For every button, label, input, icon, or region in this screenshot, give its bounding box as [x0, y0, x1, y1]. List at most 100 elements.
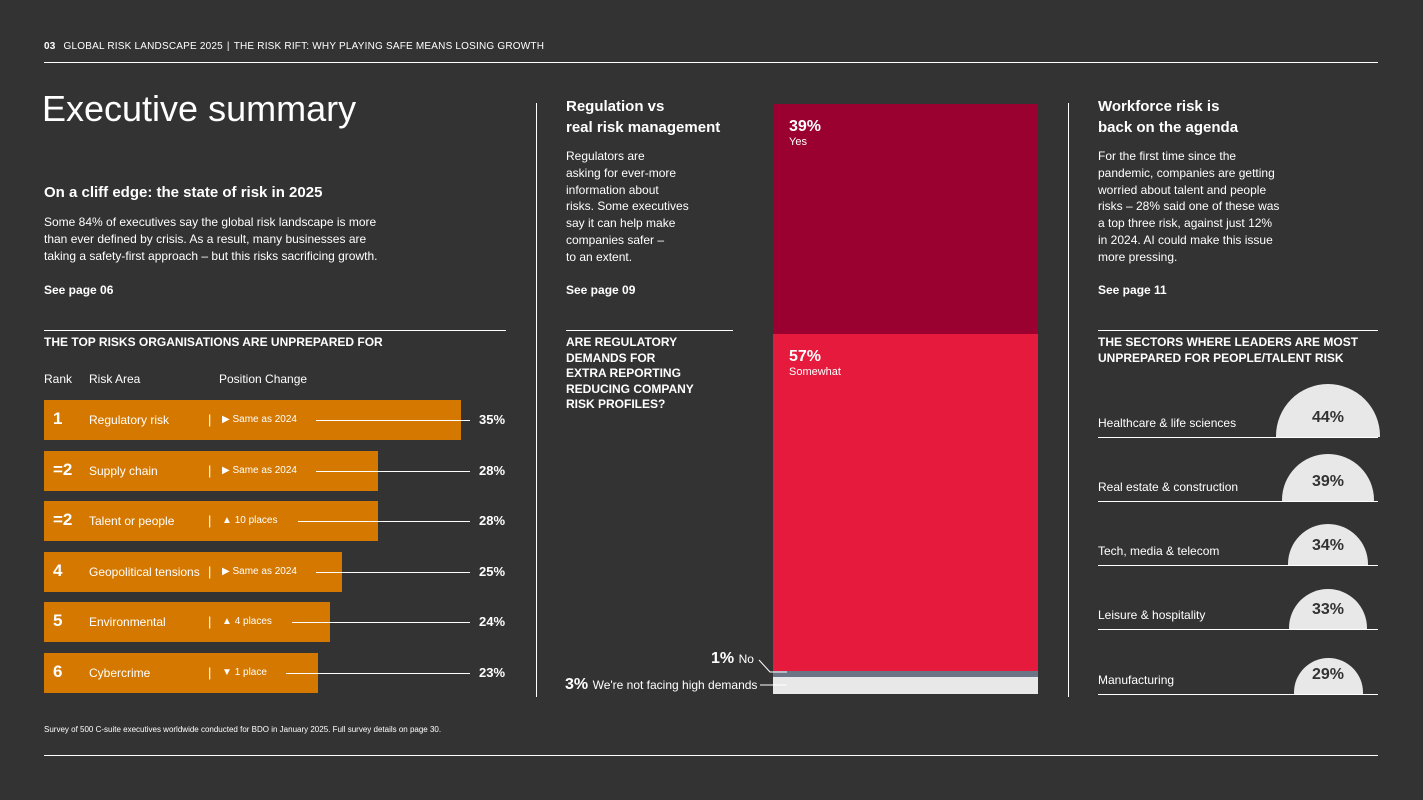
- page-title: Executive summary: [42, 88, 357, 129]
- risk-area: Supply chain: [89, 464, 158, 478]
- risk-pipe: |: [208, 412, 212, 427]
- workforce-body: For the first time since the pandemic, c…: [1098, 148, 1279, 266]
- risk-area: Environmental: [89, 615, 166, 629]
- sector-row: Manufacturing 29%: [1098, 635, 1378, 695]
- wf-body-line: risks – 28% said one of these was: [1098, 199, 1280, 214]
- page-header: 03 GLOBAL RISK LANDSCAPE 2025 | THE RISK RI…: [44, 41, 544, 52]
- question-line: ARE REGULATORY: [566, 335, 678, 349]
- question-line: RISK PROFILES?: [566, 397, 666, 411]
- regulation-body: Regulators are asking for ever-more info…: [566, 148, 689, 266]
- sector-row: Healthcare & life sciences 44%: [1098, 378, 1380, 438]
- risk-rank: =2: [53, 510, 73, 529]
- risk-pct: 28%: [479, 513, 506, 528]
- sector-name: Healthcare & life sciences: [1098, 416, 1237, 430]
- risk-bar: [44, 602, 330, 642]
- wf-body-line: worried about talent and people: [1098, 182, 1267, 197]
- stack-not-facing-callout: 3% We're not facing high demands: [565, 676, 757, 694]
- survey-footnote: Survey of 500 C-suite executives worldwi…: [44, 725, 442, 734]
- risk-leader-line: [286, 673, 470, 674]
- stack-no-pct: 1%: [711, 650, 735, 667]
- risk-leader-line: [316, 420, 470, 421]
- question-line: EXTRA REPORTING: [566, 366, 681, 380]
- risks-table-heading: THE TOP RISKS ORGANISATIONS ARE UNPREPAR…: [44, 335, 383, 349]
- change-arrow-icon: ▲: [222, 616, 232, 627]
- wf-body-line: in 2024. AI could make this issue: [1098, 232, 1273, 247]
- reg-body-line: asking for ever-more: [566, 165, 677, 180]
- see-page-11-link[interactable]: See page 11: [1098, 283, 1167, 297]
- sector-pct: 33%: [1311, 601, 1345, 618]
- section-body: Some 84% of executives say the global ri…: [44, 215, 378, 263]
- change-text: 10 places: [234, 515, 278, 526]
- regulation-heading: Regulation vs real risk management: [566, 96, 720, 138]
- sector-baseline: [1098, 437, 1378, 438]
- change-text: 4 places: [234, 616, 272, 627]
- change-text: 1 place: [234, 667, 267, 678]
- col-position-change: Position Change: [219, 372, 308, 386]
- risk-pct: 23%: [479, 665, 506, 680]
- risk-row: =2 Talent or people | ▲ 10 places 28%: [44, 501, 506, 541]
- report-title: GLOBAL RISK LANDSCAPE 2025: [63, 41, 223, 52]
- sector-dome: 29%: [1293, 658, 1363, 694]
- footer-rule: [44, 755, 1378, 756]
- divider-right: [1068, 103, 1069, 697]
- risk-pct: 35%: [479, 412, 506, 427]
- stack-yes-label: Yes: [789, 136, 807, 148]
- sector-pct: 29%: [1311, 666, 1345, 683]
- workforce-heading: Workforce risk is back on the agenda: [1098, 96, 1238, 138]
- change-arrow-icon: ▶: [222, 414, 230, 425]
- risk-pipe: |: [208, 665, 212, 680]
- regulation-heading-line1: Regulation vs: [566, 98, 665, 115]
- header-separator: |: [226, 41, 230, 52]
- section-heading: On a cliff edge: the state of risk in 20…: [44, 184, 323, 201]
- risk-pipe: |: [208, 513, 212, 528]
- reg-body-line: say it can help make: [566, 216, 676, 231]
- col-rank: Rank: [44, 372, 73, 386]
- reg-body-line: information about: [566, 182, 659, 197]
- stack-callout-lines: [758, 659, 787, 686]
- risk-area: Geopolitical tensions: [89, 565, 200, 579]
- risk-rank: 4: [53, 561, 63, 580]
- reg-body-line: companies safer –: [566, 232, 665, 247]
- risk-area: Regulatory risk: [89, 413, 170, 427]
- reg-body-line: to an extent.: [566, 249, 633, 264]
- sector-baseline: [1098, 565, 1378, 566]
- risk-bar: [44, 552, 342, 592]
- see-page-06-link[interactable]: See page 06: [44, 283, 114, 297]
- risk-change: ▶ Same as 2024: [222, 414, 297, 425]
- reg-body-line: risks. Some executives: [566, 199, 689, 214]
- callout-line-no: [758, 659, 787, 673]
- risk-leader-line: [292, 622, 470, 623]
- sector-baseline: [1098, 694, 1378, 695]
- risk-row: 6 Cybercrime | ▼ 1 place 23%: [44, 653, 506, 693]
- sector-pct: 39%: [1311, 473, 1345, 490]
- risk-row: 1 Regulatory risk | ▶ Same as 2024 35%: [44, 400, 506, 440]
- stack-yes-pct: 39%: [789, 118, 822, 135]
- report-subtitle: THE RISK RIFT: WHY PLAYING SAFE MEANS LO…: [233, 41, 545, 52]
- see-page-09-link[interactable]: See page 09: [566, 283, 636, 297]
- sector-dome: 39%: [1282, 454, 1374, 501]
- sector-baseline: [1098, 501, 1378, 502]
- regulatory-question: ARE REGULATORY DEMANDS FOR EXTRA REPORTI…: [566, 335, 694, 413]
- sector-pct: 44%: [1311, 409, 1345, 426]
- change-arrow-icon: ▶: [222, 566, 230, 577]
- risk-rank: =2: [53, 460, 73, 479]
- stack-not-facing-pct: 3%: [565, 676, 589, 693]
- question-rule: [566, 330, 733, 331]
- risk-pipe: |: [208, 463, 212, 478]
- sectors-heading-line1: THE SECTORS WHERE LEADERS ARE MOST: [1098, 335, 1359, 349]
- sector-dome: 33%: [1289, 589, 1367, 629]
- risk-pct: 24%: [479, 614, 506, 629]
- change-arrow-icon: ▶: [222, 465, 230, 476]
- risk-leader-line: [316, 471, 470, 472]
- sector-name: Tech, media & telecom: [1098, 544, 1220, 558]
- change-text: Same as 2024: [232, 465, 297, 476]
- sector-dome: 44%: [1276, 384, 1380, 437]
- risk-rank: 6: [53, 662, 63, 681]
- wf-body-line: pandemic, companies are getting: [1098, 165, 1275, 180]
- wf-body-line: a top three risk, against just 12%: [1098, 216, 1273, 231]
- risk-area: Talent or people: [89, 514, 175, 528]
- question-line: REDUCING COMPANY: [566, 381, 694, 396]
- page-number: 03: [44, 41, 56, 52]
- risk-area: Cybercrime: [89, 666, 151, 680]
- change-arrow-icon: ▼: [222, 667, 232, 678]
